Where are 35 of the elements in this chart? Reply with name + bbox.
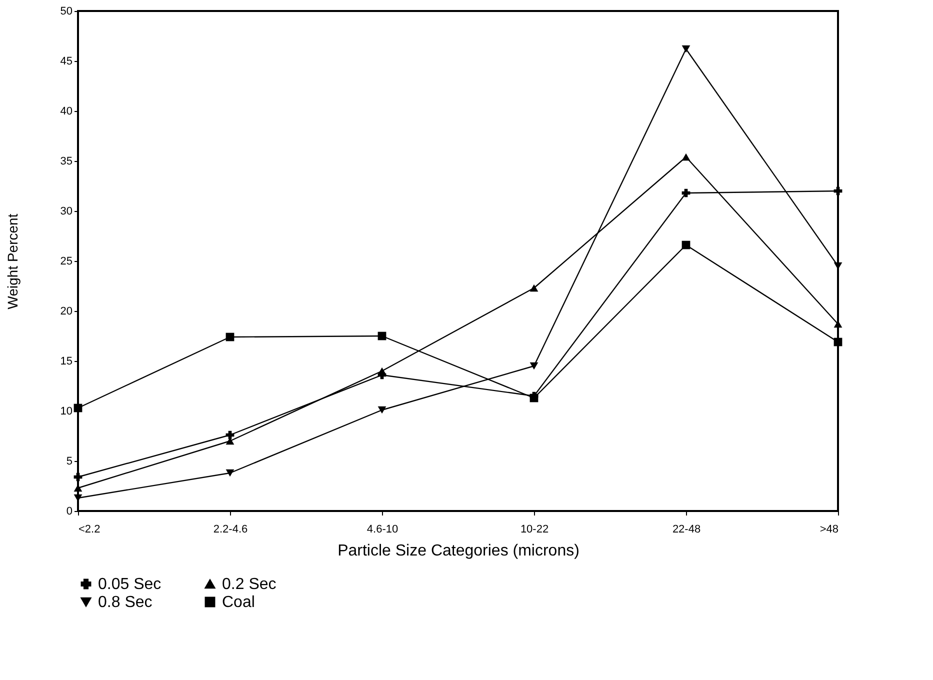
x-tick-label: 2.2-4.6	[213, 524, 248, 536]
point	[530, 284, 538, 292]
y-tick-label: 50	[60, 6, 72, 18]
point	[226, 332, 234, 342]
legend-label: Coal	[222, 594, 255, 611]
y-tick-label: 45	[60, 56, 72, 68]
x-tick-label: 22-48	[672, 524, 701, 536]
x-tick-label: 10-22	[520, 524, 549, 536]
x-tick-label: <2.2	[78, 524, 100, 536]
y-axis-title: Weight Percent	[4, 214, 20, 310]
y-tick-label: 25	[60, 256, 72, 268]
point	[378, 332, 386, 340]
legend-label: 0.8 Sec	[98, 594, 152, 611]
point	[682, 153, 690, 161]
y-tick-label: 35	[60, 156, 72, 168]
y-tick-label: 0	[66, 506, 72, 518]
point	[74, 404, 82, 412]
y-tick-label: 15	[60, 356, 72, 368]
y-tick-label: 10	[60, 406, 72, 418]
legend-label: 0.2 Sec	[222, 576, 276, 593]
x-tick-label: 4.6-10	[366, 524, 398, 536]
y-tick-label: 40	[60, 106, 72, 118]
point	[834, 338, 842, 346]
point	[378, 406, 386, 414]
legend-label: 0.05 Sec	[98, 576, 162, 593]
y-tick-label: 5	[66, 456, 72, 468]
x-axis-title: Particle Size Categories (microns)	[338, 542, 580, 560]
x-tick-label: >48	[820, 524, 838, 536]
point	[682, 45, 690, 53]
y-tick-label: 20	[60, 306, 72, 318]
point	[530, 362, 538, 370]
point	[226, 469, 234, 477]
point	[378, 367, 386, 375]
y-tick-label: 30	[60, 206, 72, 218]
point	[682, 240, 690, 250]
